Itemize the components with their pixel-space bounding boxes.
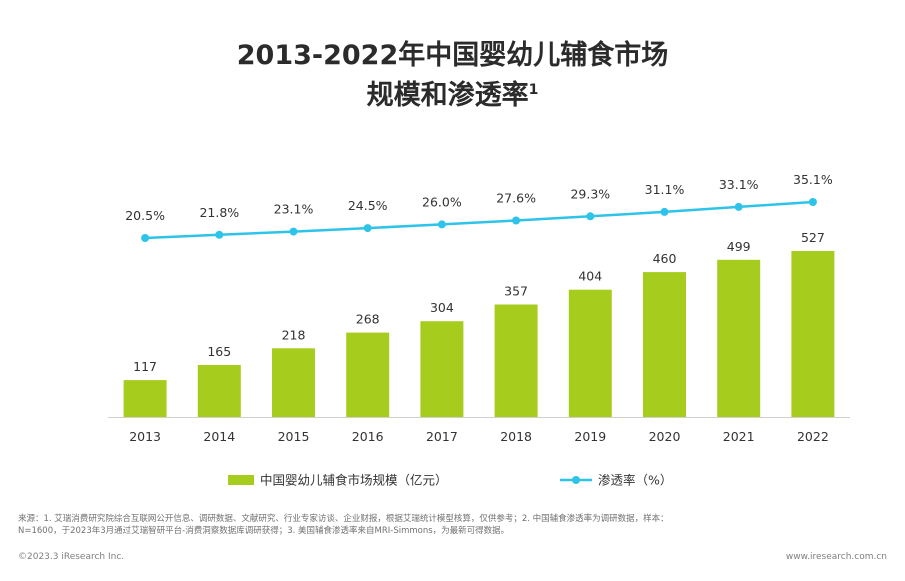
- penetration-point: [734, 202, 743, 211]
- penetration-point: [363, 224, 372, 233]
- penetration-point: [215, 230, 224, 239]
- bar-value-label: 357: [504, 284, 528, 299]
- x-tick-label: 2017: [426, 429, 458, 444]
- penetration-value-label: 23.1%: [274, 202, 314, 217]
- penetration-point: [808, 198, 817, 206]
- penetration-point: [660, 207, 669, 216]
- x-tick-label: 2020: [649, 429, 681, 444]
- bar-value-label: 165: [207, 344, 231, 359]
- x-tick-label: 2018: [500, 429, 532, 444]
- x-tick-label: 2014: [203, 429, 235, 444]
- penetration-point: [586, 212, 595, 221]
- legend-line-label: 渗透率（%）: [598, 473, 672, 488]
- market-size-bar: [568, 289, 612, 417]
- x-tick-label: 2019: [574, 429, 606, 444]
- legend-line-marker: [572, 476, 580, 484]
- bar-value-label: 527: [801, 230, 825, 245]
- market-size-bar: [494, 304, 538, 417]
- penetration-point: [141, 234, 150, 242]
- penetration-value-label: 24.5%: [348, 198, 388, 213]
- x-tick-labels: 2013 2014 2015 2016 2017 2018 2019 2020 2021 2022: [129, 429, 829, 444]
- title-superscript: 1: [528, 82, 539, 98]
- penetration-value-label: 20.5%: [125, 208, 165, 223]
- x-tick-label: 2013: [129, 429, 161, 444]
- chart-title-line1: 2013-2022年中国婴幼儿辅食市场: [236, 40, 669, 71]
- website-url: www.iresearch.com.cn: [785, 552, 887, 562]
- footnote-line1: 来源：1. 艾瑞消费研究院综合互联网公开信息、调研数据、文献研究、行业专家访谈、…: [18, 514, 669, 524]
- penetration-value-label: 21.8%: [199, 205, 239, 220]
- market-size-bar: [123, 380, 167, 417]
- penetration-value-label: 31.1%: [645, 182, 685, 197]
- bar-value-label: 268: [356, 312, 380, 327]
- chart-title-line2: 规模和渗透率1: [0, 76, 905, 116]
- footnote-line2: N=1600，于2023年3月通过艾瑞智研平台-消费洞察数据库调研获得；3. 美…: [18, 526, 510, 536]
- bars-layer: 117 165 218 268 304 357 404 460 499 527: [123, 230, 835, 417]
- bar-value-label: 460: [653, 251, 677, 266]
- legend-bar-swatch: [228, 475, 254, 485]
- market-size-bar: [346, 332, 390, 417]
- market-size-bar: [643, 272, 686, 417]
- bar-value-label: 218: [282, 327, 306, 342]
- legend: 中国婴幼儿辅食市场规模（亿元） 渗透率（%）: [228, 473, 672, 488]
- penetration-point: [289, 227, 298, 236]
- bar-value-label: 404: [578, 269, 602, 284]
- chart-title: 2013-2022年中国婴幼儿辅食市场 规模和渗透率1: [0, 36, 905, 116]
- copyright-text: ©2023.3 iResearch Inc.: [18, 552, 125, 562]
- market-size-bar: [197, 365, 241, 417]
- market-size-bar: [420, 321, 464, 417]
- x-tick-label: 2016: [352, 429, 384, 444]
- penetration-value-label: 29.3%: [570, 186, 610, 201]
- penetration-point: [437, 220, 446, 229]
- chart-title-line2-text: 规模和渗透率: [366, 80, 529, 111]
- penetration-line: [145, 200, 813, 240]
- x-tick-label: 2022: [797, 429, 829, 444]
- bar-value-label: 304: [430, 300, 454, 315]
- penetration-line-layer: 20.5% 21.8% 23.1% 24.5% 26.0% 27.6% 29.3% 31.1%…: [125, 172, 833, 242]
- penetration-value-label: 35.1%: [793, 172, 833, 187]
- legend-bar-label: 中国婴幼儿辅食市场规模（亿元）: [260, 473, 448, 488]
- penetration-value-label: 27.6%: [496, 191, 536, 206]
- x-tick-label: 2015: [278, 429, 310, 444]
- x-tick-label: 2021: [723, 429, 755, 444]
- bar-value-label: 499: [727, 239, 751, 254]
- bar-value-label: 117: [133, 359, 157, 374]
- penetration-value-label: 33.1%: [719, 177, 759, 192]
- market-size-bar: [717, 259, 761, 417]
- market-size-bar: [791, 251, 835, 417]
- source-footnote: 来源：1. 艾瑞消费研究院综合互联网公开信息、调研数据、文献研究、行业专家访谈、…: [18, 513, 888, 537]
- market-size-bar: [272, 348, 315, 417]
- penetration-point: [512, 216, 521, 225]
- penetration-value-label: 26.0%: [422, 194, 462, 209]
